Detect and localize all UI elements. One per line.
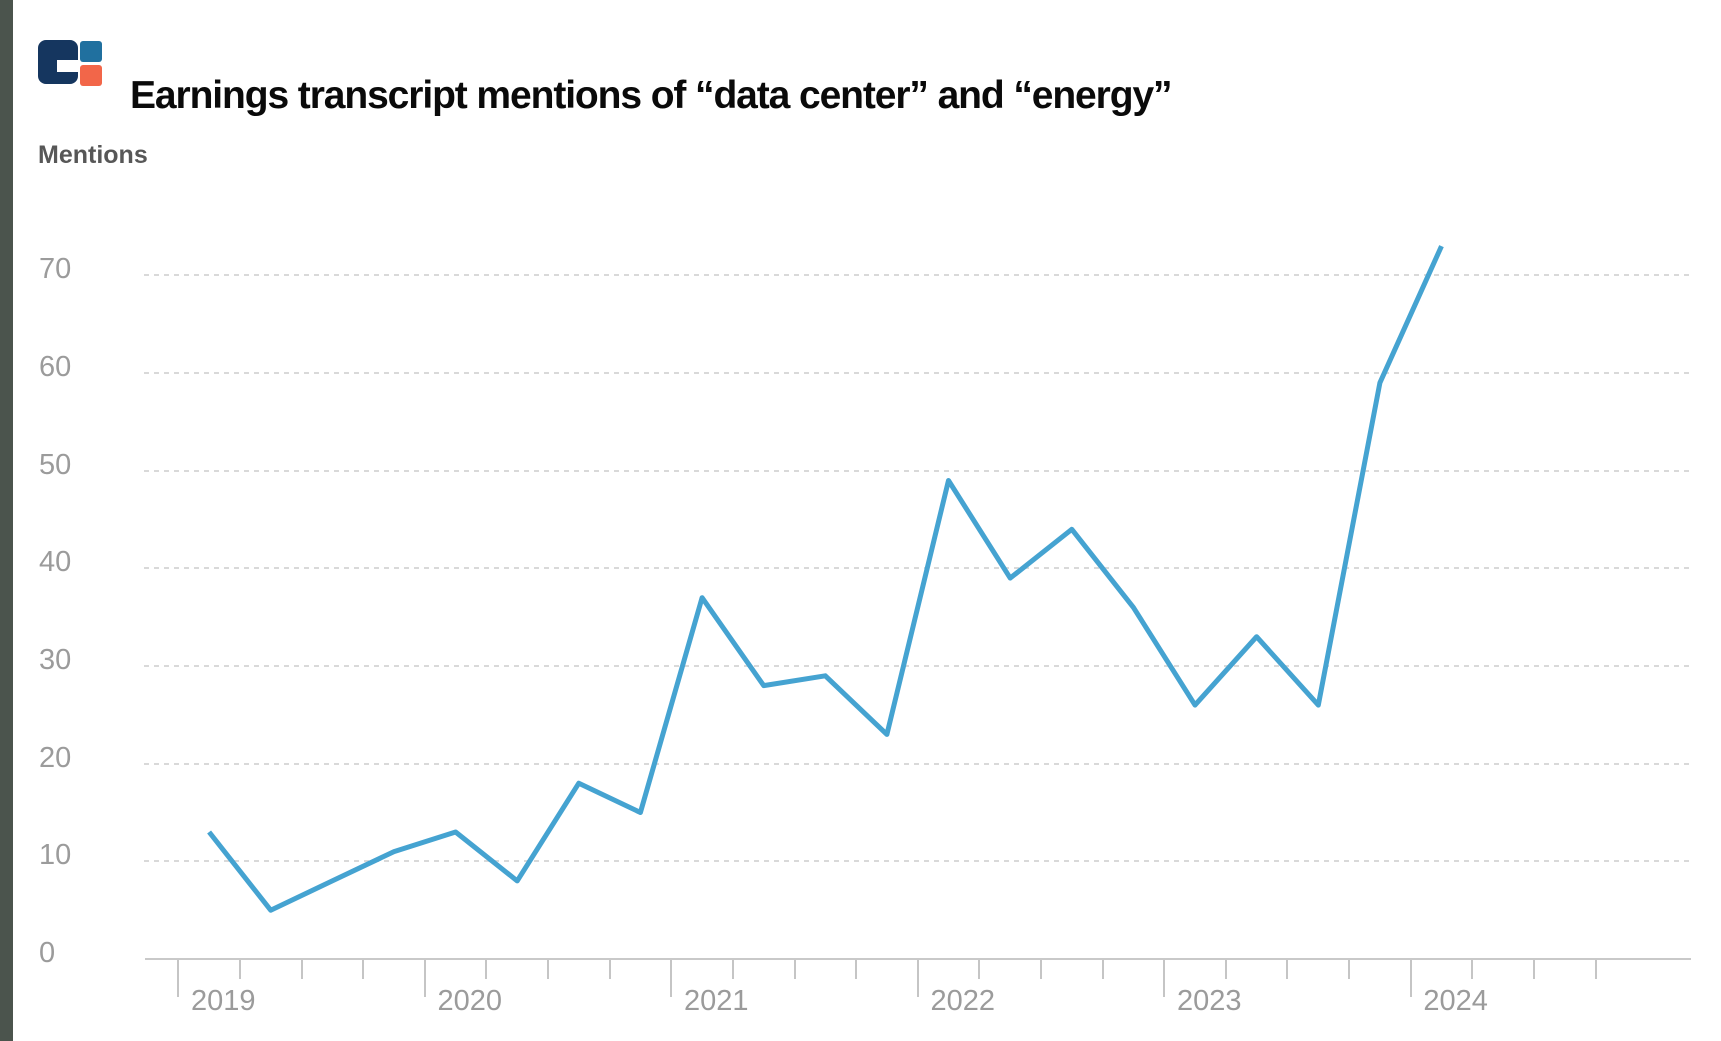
logo-notch <box>57 60 79 72</box>
x-axis-tick <box>238 959 241 979</box>
x-axis-tick <box>300 959 303 979</box>
x-axis-tick <box>670 959 673 997</box>
x-axis-tick <box>1286 959 1289 979</box>
y-axis-tick-label: 40 <box>39 546 72 579</box>
x-axis-year-label: 2019 <box>191 985 256 1017</box>
y-axis-tick-label: 30 <box>39 644 72 677</box>
x-axis-tick <box>1594 959 1597 979</box>
left-edge-strip <box>0 0 13 1041</box>
x-axis-tick <box>485 959 488 979</box>
x-axis-year-label: 2023 <box>1176 985 1242 1017</box>
y-axis-tick-label: 60 <box>39 351 72 384</box>
x-axis-tick <box>1532 959 1535 979</box>
x-axis-year-label: 2022 <box>930 985 995 1017</box>
series-line-mentions <box>207 245 1444 913</box>
x-axis-tick <box>1039 959 1042 979</box>
logo-orange-block <box>80 65 102 86</box>
x-axis-tick <box>177 959 180 997</box>
chart-title: Earnings transcript mentions of “data ce… <box>130 74 1173 118</box>
gridline-y-40 <box>144 567 1691 570</box>
x-axis-year-label: 2024 <box>1423 985 1488 1017</box>
y-axis-tick-label: 70 <box>39 253 72 286</box>
x-axis-tick <box>362 959 365 979</box>
y-axis-tick-label: 10 <box>39 839 72 872</box>
x-axis-tick <box>1409 959 1412 997</box>
y-axis-tick-label: 50 <box>39 448 72 481</box>
logo-blue-block <box>80 41 102 62</box>
x-axis-tick <box>855 959 858 979</box>
x-axis-year-label: 2020 <box>437 985 503 1017</box>
x-axis-line <box>145 958 1691 960</box>
gridline-y-60 <box>144 372 1691 375</box>
y-axis-tick-label: 0 <box>39 937 56 969</box>
x-axis-tick <box>978 959 981 979</box>
x-axis-tick <box>1224 959 1227 979</box>
x-axis-tick <box>1471 959 1474 979</box>
x-axis-tick <box>793 959 796 979</box>
gridline-y-20 <box>144 762 1691 765</box>
gridline-y-30 <box>144 665 1691 668</box>
y-axis-tick-label: 20 <box>39 741 72 774</box>
gridline-y-50 <box>144 469 1691 472</box>
x-axis-tick <box>547 959 550 979</box>
x-axis-tick <box>1163 959 1166 997</box>
x-axis-year-label: 2021 <box>683 985 749 1017</box>
x-axis-tick <box>1101 959 1104 979</box>
x-axis-tick <box>423 959 426 997</box>
x-axis-tick <box>916 959 919 997</box>
x-axis-tick <box>731 959 734 979</box>
gridline-y-10 <box>144 860 1691 863</box>
y-axis-title: Mentions <box>38 141 148 169</box>
x-axis-tick <box>608 959 611 979</box>
cb-insights-logo-icon <box>38 40 102 86</box>
x-axis-tick <box>1348 959 1351 979</box>
gridline-y-70 <box>144 274 1691 277</box>
